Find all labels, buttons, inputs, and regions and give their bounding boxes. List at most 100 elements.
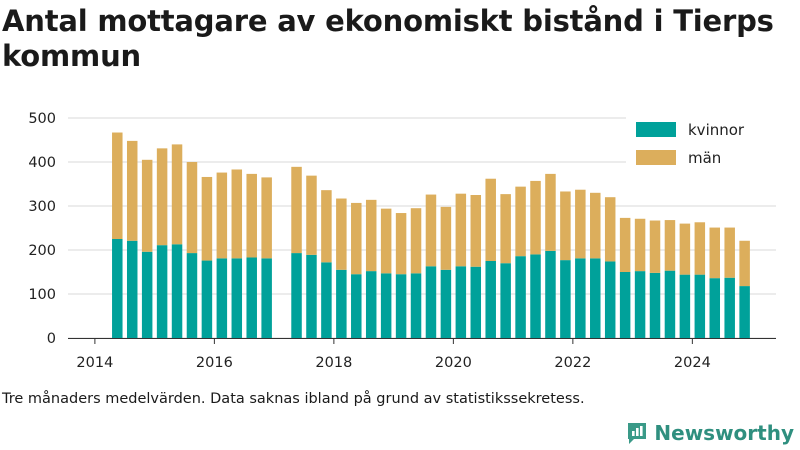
bar-kvinnor [126,240,138,338]
x-tick-label: 2018 [315,355,352,371]
bar-man [336,198,347,270]
bar-kvinnor [306,254,317,338]
bar-man [500,194,511,264]
x-tick-label: 2022 [554,355,591,371]
bar-man [186,162,198,254]
bar-kvinnor [141,251,153,338]
bar-kvinnor [246,257,257,338]
bar-kvinnor [500,263,511,338]
bar-man [560,191,571,261]
bar-man [709,227,721,279]
bar-kvinnor [455,266,467,338]
bar-man [575,189,586,259]
bar-man [321,190,332,263]
bar-man [261,177,272,259]
x-tick-label: 2020 [435,355,472,371]
bar-man [440,206,452,270]
legend: kvinnor män [626,116,776,172]
bar-man [216,172,228,259]
bar-kvinnor [186,253,198,338]
bar-man [694,222,706,275]
bar-man [306,175,317,255]
bar-kvinnor [590,258,601,338]
bar-kvinnor [485,261,496,338]
bar-kvinnor [425,266,437,338]
bar-man [126,140,138,241]
bar-kvinnor [560,260,571,338]
bar-man [141,159,153,252]
y-tick-label: 100 [28,287,56,303]
bar-man [634,218,646,272]
legend-label-man: män [688,149,721,167]
y-tick-label: 300 [28,199,56,215]
brand-name: Newsworthy [654,421,794,445]
legend-swatch-man [636,150,676,165]
legend-label-kvinnor: kvinnor [688,121,745,139]
x-tick-label: 2016 [196,355,233,371]
bar-man [619,217,631,272]
bar-kvinnor [395,274,407,338]
legend-swatch-kvinnor [636,122,676,137]
bar-kvinnor [575,258,586,338]
bar-man [156,148,168,246]
bar-man [649,220,661,273]
bar-kvinnor [515,256,526,338]
bar-man [425,194,437,267]
bar-kvinnor [470,266,482,338]
bar-kvinnor [649,272,661,338]
bar-kvinnor [216,258,228,338]
bar-kvinnor [321,262,332,338]
bar-kvinnor [351,274,362,338]
bar-kvinnor [545,250,556,338]
bar-man [201,176,213,261]
bar-kvinnor [201,260,213,338]
bar-kvinnor [365,271,377,338]
y-tick-label: 400 [28,155,56,171]
bar-man [724,227,735,278]
bar-man [246,173,257,258]
bar-man [231,169,243,259]
y-tick-label: 0 [47,331,56,347]
bar-kvinnor [171,244,183,338]
bar-man [604,197,616,262]
chart-caption: Tre månaders medelvärden. Data saknas ib… [2,391,585,407]
bar-man [679,223,691,275]
x-tick-label: 2014 [76,355,113,371]
bar-kvinnor [112,239,123,338]
bar-kvinnor [410,273,422,338]
bar-man [410,208,422,274]
bar-man [291,166,302,254]
bar-man [365,199,377,272]
bar-kvinnor [604,261,616,338]
bar-kvinnor [156,245,168,338]
bar-man [395,213,407,275]
bar-man [171,144,183,245]
bar-kvinnor [440,269,452,338]
bar-kvinnor [724,277,735,338]
bar-man [351,202,362,275]
bar-kvinnor [679,274,691,338]
bar-kvinnor [336,269,347,338]
brand-logo: Newsworthy [626,418,794,448]
bar-kvinnor [380,273,392,338]
bar-man [485,178,496,261]
bar-man [470,195,482,267]
bar-man [112,132,123,239]
bar-kvinnor [231,258,243,338]
bar-kvinnor [739,286,750,338]
y-tick-label: 500 [28,111,56,127]
bar-kvinnor [291,253,302,338]
bar-man [530,180,541,255]
bar-man [515,186,526,257]
bar-kvinnor [261,258,272,338]
bar-kvinnor [530,254,541,338]
bar-kvinnor [634,271,646,338]
bar-man [590,192,601,259]
bar-man [739,240,750,287]
bars [112,132,750,338]
bar-man [455,193,467,267]
bar-kvinnor [709,278,721,338]
y-tick-label: 200 [28,243,56,259]
axes: 0 100 200 300 400 500 2014 2016 2018 2020 2022 2024 [28,111,776,371]
